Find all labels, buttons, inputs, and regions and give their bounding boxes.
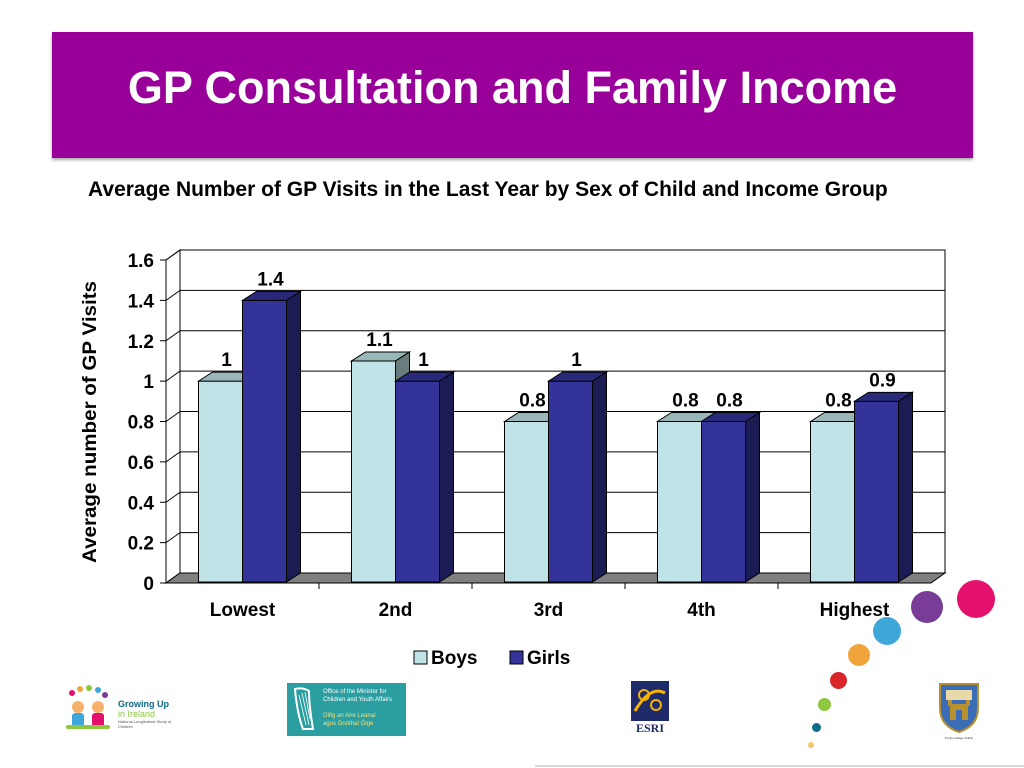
omcya-line4: agus Gnóthaí Óige	[323, 721, 374, 727]
trinity-college-logo: Trinity College Dublin	[934, 680, 984, 744]
tcd-text: Trinity College Dublin	[944, 736, 974, 740]
esri-text: ESRI	[631, 719, 669, 736]
girls-bar	[395, 380, 440, 583]
data-label: 0.8	[672, 391, 698, 412]
girls-bar	[242, 299, 287, 583]
data-label: 0.9	[869, 370, 895, 391]
chart-title: Average Number of GP Visits in the Last …	[88, 178, 888, 201]
omcya-line2: Children and Youth Affairs	[323, 697, 392, 703]
children-figures-icon	[66, 685, 110, 729]
data-label: 1	[418, 350, 429, 371]
esri-emblem-icon	[631, 681, 669, 719]
legend-swatch-boys	[413, 650, 428, 665]
girls-bar-side	[898, 391, 913, 583]
yellow-dot	[808, 742, 814, 748]
girls-bar	[548, 380, 593, 583]
gridline-diagonal	[165, 491, 181, 503]
crest-icon	[939, 683, 979, 734]
omcya-line3: Oifig an Aire Leanaí	[323, 713, 376, 719]
growing-up-line1: Growing Up	[118, 699, 169, 709]
teal-dot	[812, 723, 821, 732]
purple-dot	[911, 591, 943, 623]
y-tick-label: 1.6	[128, 251, 154, 272]
y-tick-label: 1.2	[128, 332, 154, 353]
gridline-diagonal	[165, 532, 181, 544]
data-label: 1.4	[257, 269, 284, 290]
boys-bar	[198, 380, 243, 583]
girls-bar-side	[286, 290, 301, 583]
growing-up-line3: National Longitudinal Study of Children	[118, 719, 172, 729]
x-tick-label: 2nd	[379, 600, 413, 621]
legend-label-boys: Boys	[431, 648, 477, 669]
girls-bar	[854, 400, 899, 583]
x-tick-label: 3rd	[534, 600, 564, 621]
gridline-diagonal	[165, 249, 181, 261]
gridline-diagonal	[165, 451, 181, 463]
data-label: 0.8	[519, 391, 545, 412]
title-banner: GP Consultation and Family Income	[52, 32, 973, 158]
growing-up-in-ireland-logo: Growing Up in Ireland National Longitudi…	[60, 685, 180, 735]
gridline-diagonal	[165, 370, 181, 382]
data-label: 1	[221, 350, 232, 371]
girls-bar-side	[439, 371, 454, 583]
y-tick-label: 0	[143, 574, 154, 595]
legend-label-girls: Girls	[527, 648, 570, 669]
data-label: 0.8	[716, 391, 742, 412]
data-label: 0.8	[825, 391, 851, 412]
data-label: 1	[571, 350, 582, 371]
growing-up-line2: in Ireland	[118, 709, 156, 719]
omcya-logo: Office of the Minister for Children and …	[287, 683, 406, 736]
boys-bar	[504, 421, 549, 583]
gridline-diagonal	[165, 411, 181, 422]
harp-icon	[293, 687, 315, 730]
red-dot	[830, 672, 847, 689]
gridline-diagonal	[165, 289, 181, 301]
boys-bar	[657, 421, 702, 583]
slide-title: GP Consultation and Family Income	[127, 62, 898, 113]
y-tick-label: 0.6	[128, 453, 154, 474]
esri-logo: ESRI	[631, 681, 669, 736]
x-tick-label: Highest	[820, 600, 890, 621]
girls-bar-side	[745, 411, 760, 583]
omcya-line1: Office of the Minister for	[323, 689, 387, 695]
boys-bar	[810, 421, 855, 583]
x-tick-label: 4th	[687, 600, 716, 621]
y-tick-label: 0.2	[128, 534, 154, 555]
pink-dot	[957, 580, 995, 618]
boys-bar	[351, 360, 396, 583]
footer-rule	[535, 765, 1024, 767]
gridline-diagonal	[165, 330, 181, 342]
y-tick-label: 0.4	[128, 493, 155, 514]
y-tick-label: 1.4	[128, 291, 155, 312]
green-dot	[818, 698, 831, 711]
data-label: 1.1	[366, 330, 393, 351]
blue-dot	[873, 617, 901, 645]
girls-bar	[701, 421, 746, 583]
orange-dot	[848, 644, 870, 666]
y-tick-label: 1	[143, 372, 154, 393]
x-tick-label: Lowest	[210, 600, 276, 621]
y-tick-label: 0.8	[128, 413, 154, 434]
legend-swatch-girls	[509, 650, 524, 665]
girls-bar-side	[592, 371, 607, 583]
y-axis-label: Average number of GP Visits	[80, 281, 101, 563]
